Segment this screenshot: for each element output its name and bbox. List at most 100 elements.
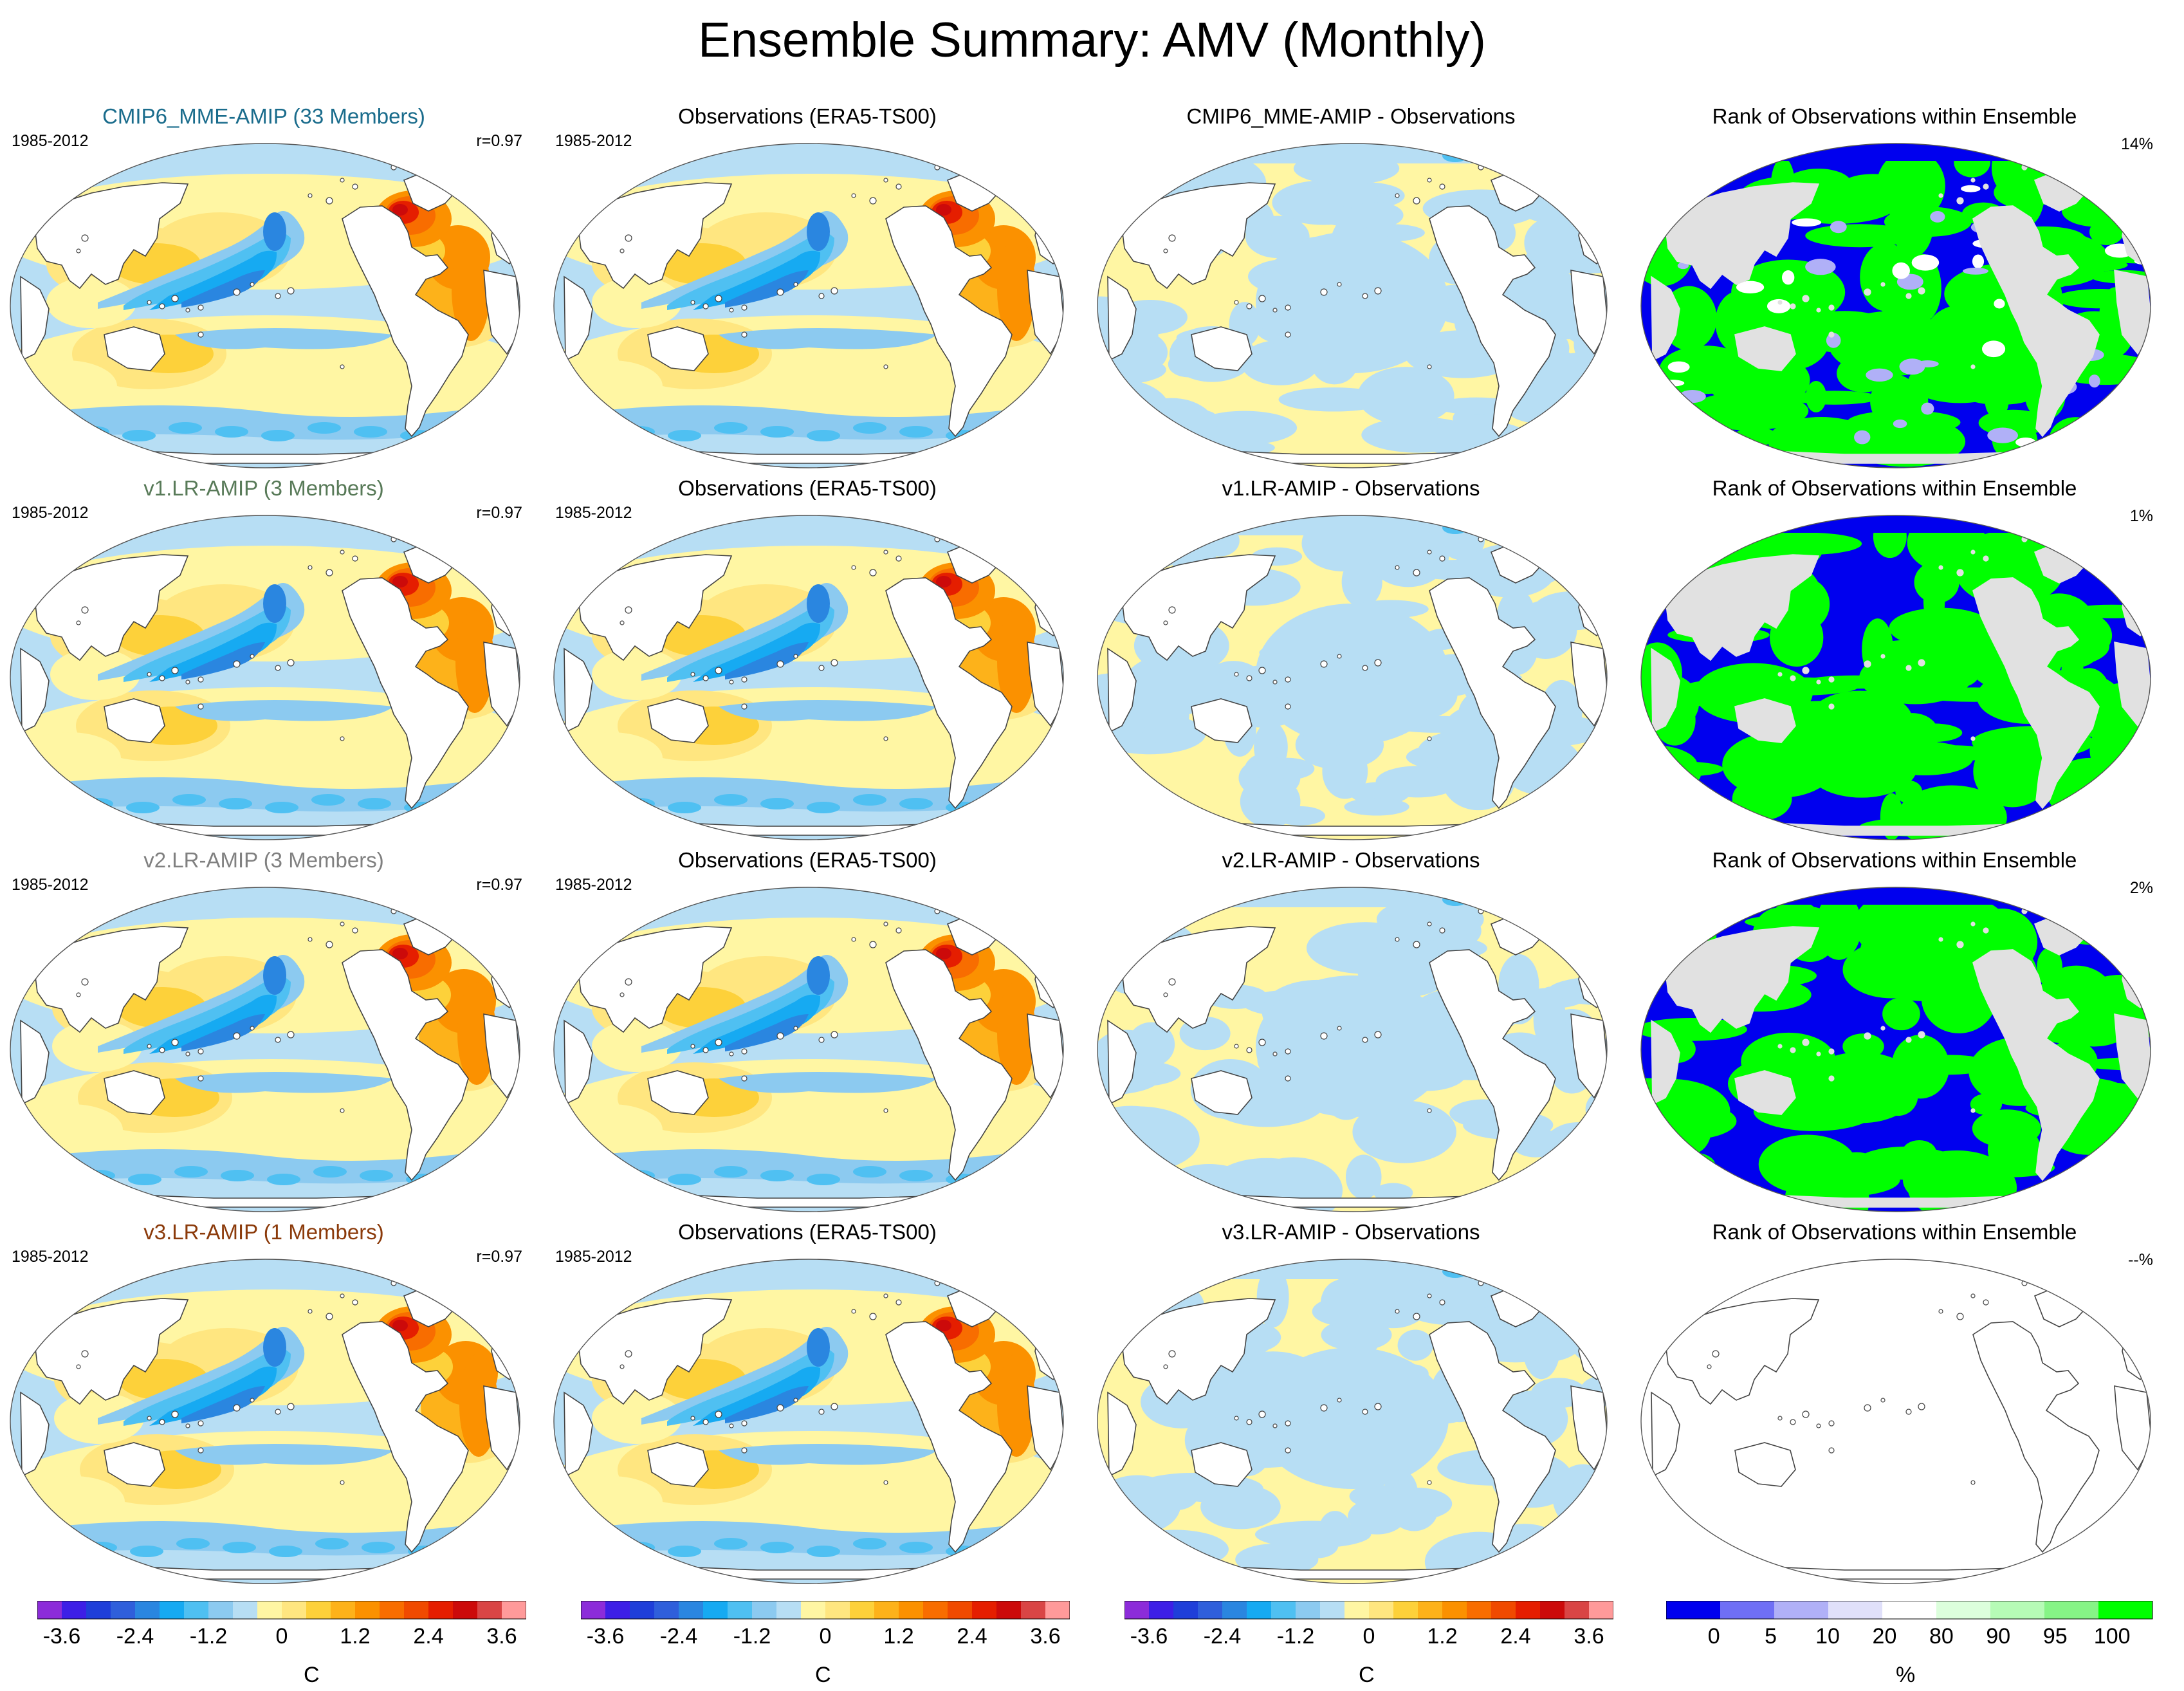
australia-landmass: [104, 698, 165, 743]
colorbar-tick-label: -3.6: [587, 1624, 625, 1649]
arctic-band: [10, 1259, 520, 1286]
island: [1285, 331, 1291, 338]
colorbar-swatch: [996, 1601, 1021, 1619]
central-pacific-patch: [1256, 1347, 1449, 1489]
island: [1427, 736, 1432, 741]
americas-landmass: [342, 949, 469, 1181]
island: [197, 703, 204, 710]
colorbar-swatch: [1271, 1601, 1296, 1619]
colorbar-tick-label: 1.2: [883, 1624, 913, 1649]
warm-anomaly: [455, 610, 494, 713]
map-outline: [10, 515, 520, 840]
rank-high-patch: [2105, 407, 2151, 449]
negative-patch: [1357, 367, 1454, 425]
southern-ocean-patch: [992, 1166, 1025, 1178]
island: [197, 1048, 204, 1055]
arctic-band: [1097, 887, 1607, 907]
cold-core: [807, 584, 830, 623]
map-outline: [10, 143, 520, 468]
colorbar-tick-label: 0: [1708, 1624, 1720, 1649]
colorbar-border: [581, 1601, 1070, 1620]
island: [1362, 1409, 1368, 1415]
colorbar-tick-label: 1.2: [340, 1624, 370, 1649]
rank-high-patch: [1952, 358, 2016, 393]
colorbar: -3.6 -2.4 -1.2 0 1.2 2.4 3.6: [37, 1601, 526, 1649]
island: [1918, 1403, 1925, 1410]
island: [818, 1037, 825, 1043]
map-outline: [1097, 1259, 1608, 1584]
arctic-patch: [1485, 526, 1516, 537]
rank-high-patch: [1641, 401, 1704, 457]
negative-patch: [1254, 1520, 1372, 1548]
southern-ocean-patch: [126, 802, 160, 813]
rank-high-patch: [1914, 561, 1959, 604]
colorbar-swatch: [1021, 1601, 1045, 1619]
map-outline: [553, 1259, 1064, 1584]
negative-patch: [1126, 1170, 1167, 1212]
cold-tongue: [149, 1366, 277, 1426]
island: [250, 654, 255, 659]
eurasia-landmass: [576, 554, 733, 661]
negative-patch: [1564, 1515, 1607, 1569]
island: [619, 1364, 625, 1369]
warm-band: [592, 277, 682, 328]
island: [702, 675, 709, 681]
warm-anomaly: [997, 1354, 1036, 1457]
island: [275, 293, 281, 299]
island: [1395, 1309, 1400, 1314]
island: [1938, 193, 1943, 198]
rank-mid-patch: [1982, 340, 2006, 358]
southern-ocean-patch: [446, 422, 480, 434]
map-outline: [1097, 143, 1608, 468]
negative-patch: [1348, 202, 1404, 228]
island: [869, 197, 877, 205]
australia-landmass: [647, 326, 709, 371]
island: [883, 364, 888, 369]
island: [729, 1423, 734, 1428]
island: [1712, 1350, 1720, 1358]
island: [1258, 667, 1266, 674]
cold-tongue: [725, 1386, 809, 1423]
southern-cold-band: [719, 700, 937, 721]
southern-ocean-patch: [621, 1542, 655, 1553]
southern-ocean-patch: [360, 1170, 393, 1181]
colorbar-tick-label: -1.2: [190, 1624, 228, 1649]
island: [741, 1048, 748, 1055]
australia-landmass: [1191, 326, 1253, 371]
americas-landmass: [342, 577, 469, 809]
island: [895, 1299, 902, 1306]
negative-patch: [1561, 1140, 1607, 1165]
southern-cold-band: [175, 1072, 394, 1093]
island: [1828, 703, 1835, 710]
warm-anomaly: [452, 238, 490, 341]
colorbar-tick-label: 10: [1815, 1624, 1840, 1649]
island: [275, 1037, 281, 1043]
cold-tongue: [693, 622, 821, 682]
cold-tongue: [149, 994, 277, 1054]
island: [233, 1404, 241, 1412]
southern-ocean-patch: [992, 1538, 1025, 1549]
island: [1234, 672, 1239, 677]
colorbar-swatch: [776, 1601, 801, 1619]
island: [776, 1404, 784, 1412]
australia-landmass: [1191, 1442, 1253, 1487]
arctic-band: [1641, 515, 2151, 533]
colorbar-swatch: [502, 1601, 526, 1619]
island: [1258, 1410, 1266, 1418]
period-label: 1985-2012: [555, 132, 632, 150]
sst-map-obs: [553, 515, 1064, 840]
southern-ocean-patch: [714, 1538, 748, 1549]
island: [1802, 667, 1810, 674]
rank-map: [1640, 887, 2151, 1212]
island: [1320, 288, 1328, 296]
warm-band: [592, 649, 682, 700]
southern-ocean-patch: [853, 422, 886, 434]
cold-tongue: [181, 270, 265, 308]
colorbar-swatch: [1320, 1601, 1344, 1619]
colorbar-rank: 0 5 10 20 80 90 95 100 %: [1666, 1601, 2155, 1691]
colorbar-swatch: [1442, 1601, 1467, 1619]
warm-band: [560, 732, 663, 784]
island: [1258, 1039, 1266, 1046]
island: [1246, 1047, 1253, 1053]
negative-patch: [1328, 182, 1405, 209]
